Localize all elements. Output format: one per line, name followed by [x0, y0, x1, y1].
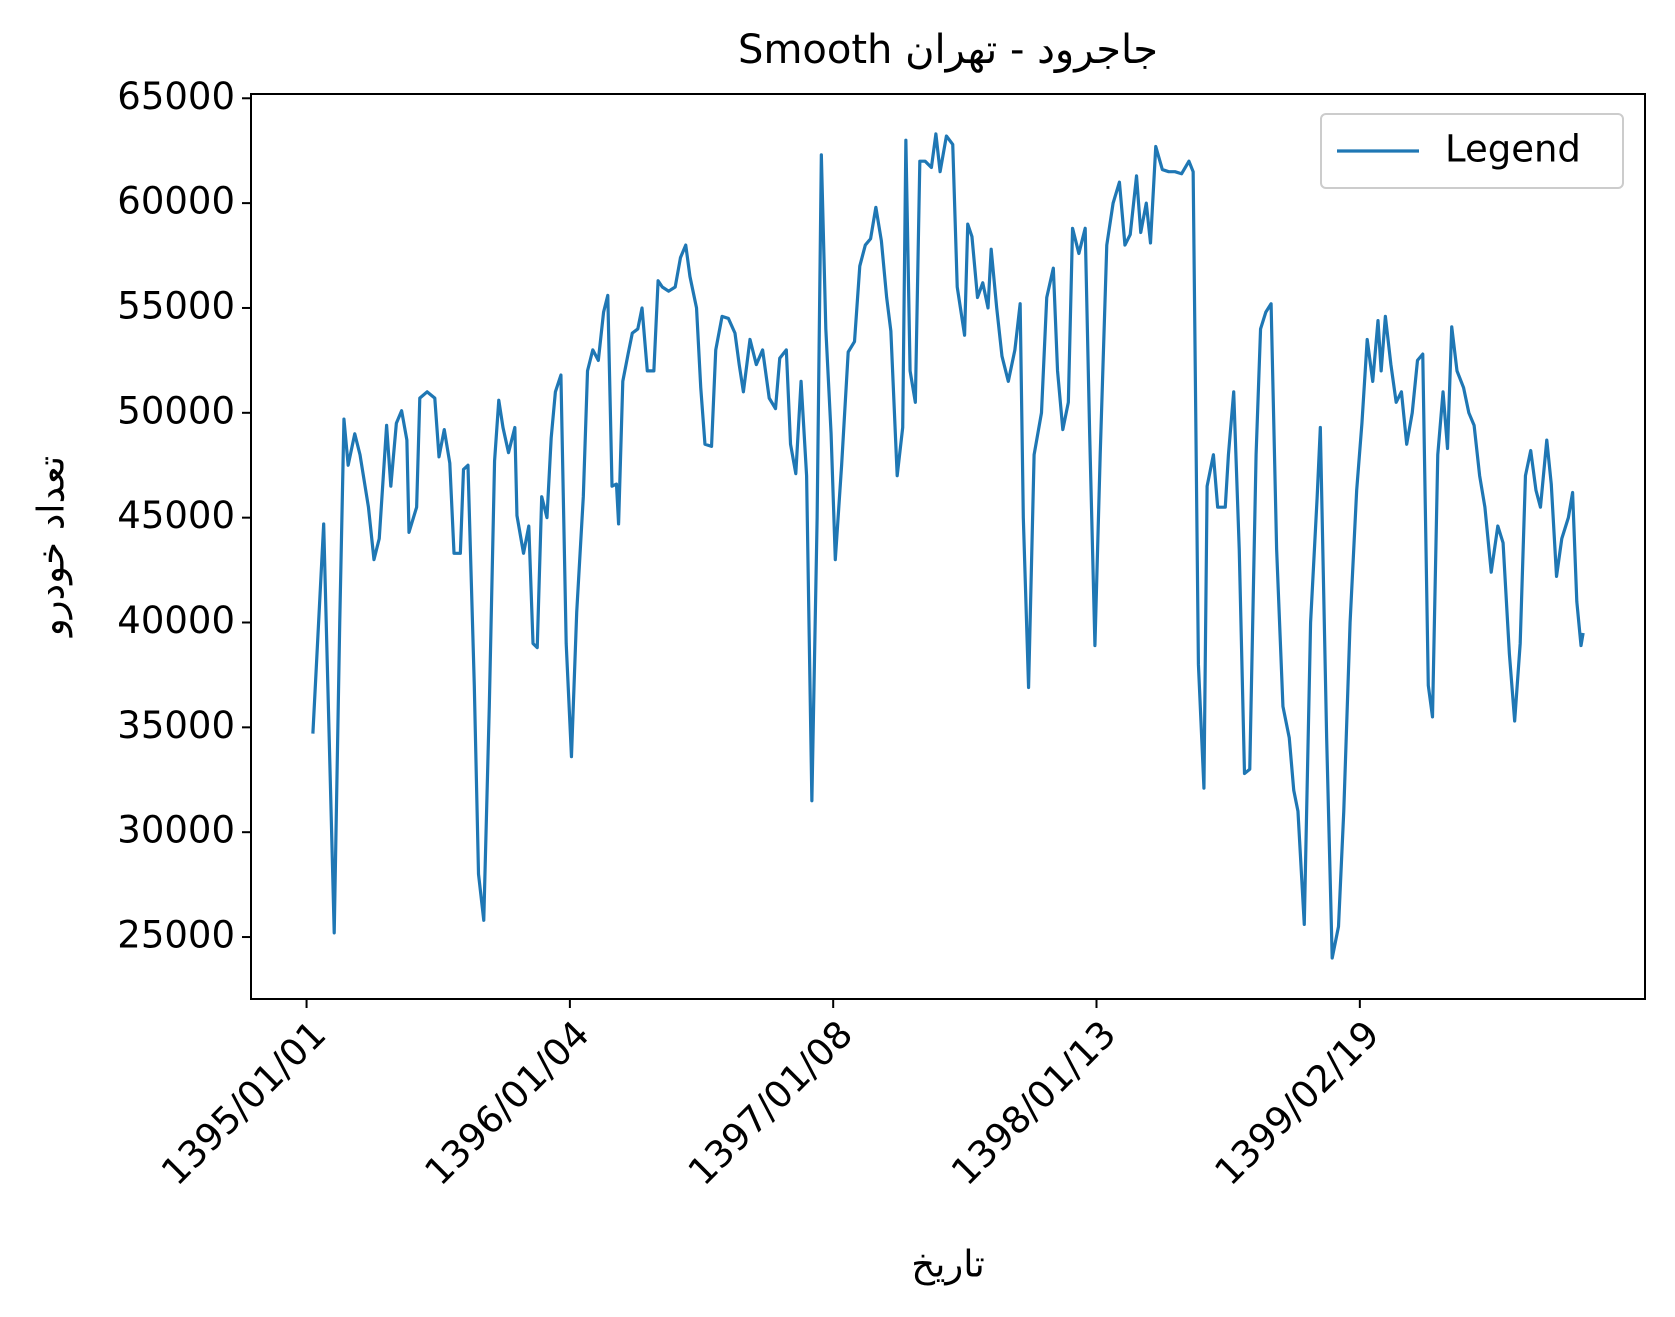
y-tick-label: 45000 — [117, 494, 235, 537]
plot-frame — [250, 93, 1646, 1000]
y-tick-label: 25000 — [117, 914, 235, 957]
y-tick-label: 35000 — [117, 704, 235, 747]
legend-label: Legend — [1445, 128, 1581, 171]
data-line — [311, 132, 1585, 960]
y-tick-label: 30000 — [117, 809, 235, 852]
chart-title: Smooth جاجرود - تهران — [738, 27, 1158, 73]
legend-box — [1320, 113, 1624, 189]
y-tick-label: 50000 — [117, 389, 235, 432]
y-tick-label: 55000 — [117, 284, 235, 327]
y-tick-label: 65000 — [117, 75, 235, 118]
y-tick-label: 60000 — [117, 180, 235, 223]
x-axis-label: تاریخ — [911, 1243, 985, 1286]
y-axis-label: تعداد خودرو — [30, 456, 73, 638]
y-tick-label: 40000 — [117, 599, 235, 642]
